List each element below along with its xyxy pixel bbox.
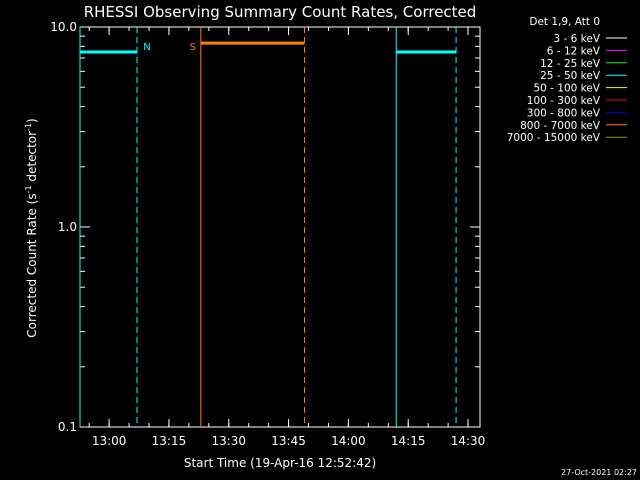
legend-label: 300 - 800 keV <box>527 107 601 119</box>
x-tick-label: 13:45 <box>271 434 306 448</box>
legend-label: 800 - 7000 keV <box>520 120 601 132</box>
x-tick-label: 13:30 <box>211 434 246 448</box>
legend-label: 3 - 6 keV <box>553 33 600 45</box>
legend-header: Det 1,9, Att 0 <box>529 16 600 28</box>
legend-label: 6 - 12 keV <box>547 45 601 57</box>
chart-title: RHESSI Observing Summary Count Rates, Co… <box>84 3 477 21</box>
y-axis-label: Corrected Count Rate (s-1 detector-1) <box>24 118 39 337</box>
plot-frame <box>79 26 481 428</box>
x-tick-label: 14:30 <box>451 434 486 448</box>
legend-label: 12 - 25 keV <box>540 58 601 70</box>
interval-label: S <box>190 42 196 53</box>
y-tick-label: 0.1 <box>58 420 77 434</box>
footer-timestamp: 27-Oct-2021 02:27 <box>561 468 637 477</box>
x-tick-label: 14:00 <box>331 434 366 448</box>
y-tick-label: 1.0 <box>58 220 77 234</box>
x-tick-label: 14:15 <box>391 434 426 448</box>
x-tick-label: 13:15 <box>152 434 187 448</box>
legend-label: 50 - 100 keV <box>533 83 600 95</box>
interval-label: N <box>143 42 150 53</box>
x-axis-label: Start Time (19-Apr-16 12:52:42) <box>184 456 376 470</box>
y-tick-label: 10.0 <box>50 20 77 34</box>
legend-label: 7000 - 15000 keV <box>507 132 601 144</box>
x-tick-label: 13:00 <box>92 434 127 448</box>
legend-label: 25 - 50 keV <box>540 70 601 82</box>
legend-label: 100 - 300 keV <box>527 95 601 107</box>
